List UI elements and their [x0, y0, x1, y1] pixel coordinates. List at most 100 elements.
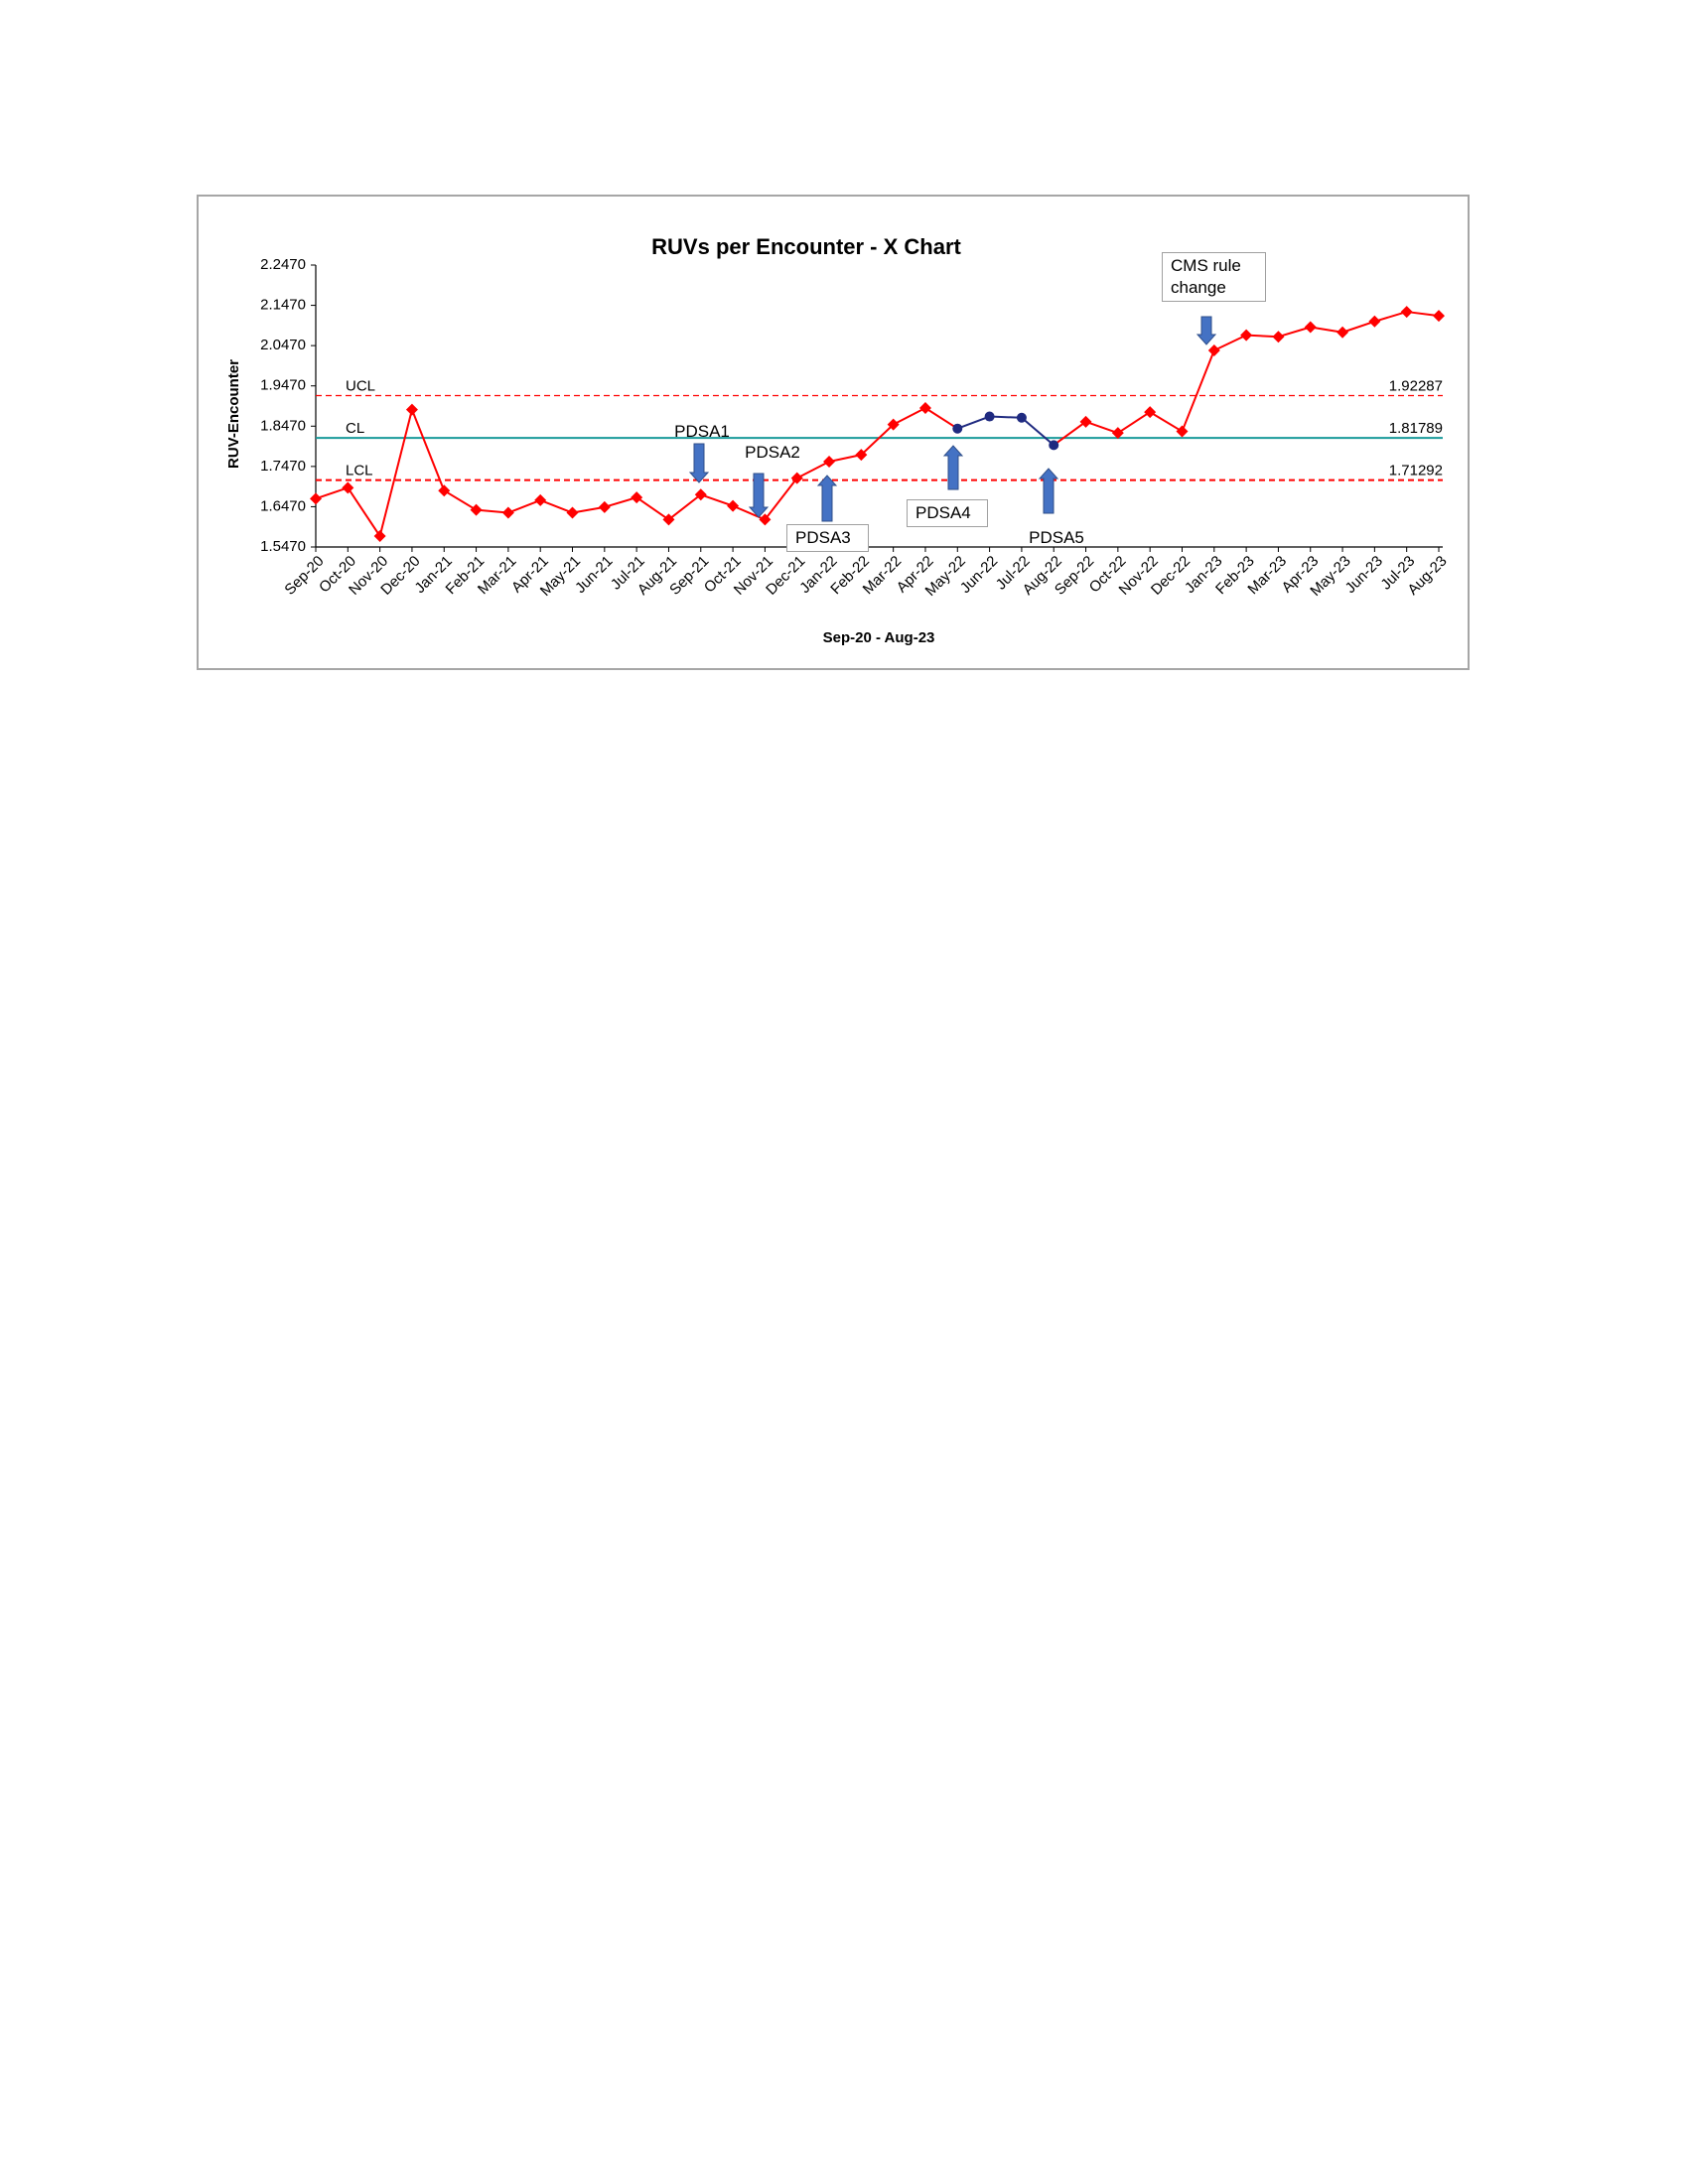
point [534, 493, 547, 506]
y-tick-label: 1.7470 [260, 458, 306, 475]
x-axis-title: Sep-20 - Aug-23 [823, 629, 935, 646]
point [662, 513, 675, 526]
point [1400, 306, 1413, 319]
line-segment [1117, 411, 1151, 435]
point [438, 484, 451, 497]
line-segment [1213, 334, 1247, 351]
point [566, 506, 579, 519]
control-line-name: LCL [346, 463, 373, 479]
arrow [942, 445, 964, 490]
line-segment [796, 461, 830, 479]
point [823, 455, 836, 468]
arrow [688, 443, 710, 483]
point [887, 418, 900, 431]
line-segment [539, 499, 573, 514]
point [855, 449, 868, 462]
point [631, 491, 643, 504]
arrow [816, 475, 838, 522]
point [1176, 425, 1189, 438]
line-segment [572, 505, 606, 514]
line-segment [1149, 411, 1184, 433]
chart-title: RUVs per Encounter - X Chart [651, 234, 961, 259]
line-segment [860, 423, 895, 456]
point [952, 423, 963, 434]
line-segment [1278, 326, 1312, 339]
line-segment [1053, 421, 1087, 447]
point [1433, 310, 1445, 323]
y-axis-title: RUV-Encounter [225, 359, 242, 469]
line-segment [1181, 349, 1215, 432]
line-segment [411, 409, 446, 491]
control-line-name: CL [346, 420, 364, 437]
annotation: PDSA4 [907, 499, 988, 527]
line-segment [443, 489, 478, 511]
annotation: PDSA5 [1029, 528, 1084, 547]
arrow [1038, 468, 1059, 514]
control-line-value: 1.71292 [1389, 463, 1443, 479]
point [342, 481, 354, 494]
line-segment [1406, 311, 1440, 318]
point [598, 500, 611, 513]
point [310, 492, 322, 505]
line-segment [989, 415, 1022, 419]
point [759, 513, 772, 526]
point [1272, 331, 1285, 343]
line-segment [1085, 420, 1119, 435]
annotation: PDSA2 [745, 443, 800, 462]
point [1207, 344, 1220, 357]
point [1049, 440, 1059, 451]
point [1304, 321, 1317, 334]
control-line-value: 1.81789 [1389, 420, 1443, 437]
point [727, 499, 740, 512]
point [1016, 412, 1027, 423]
line-segment [347, 486, 381, 537]
line-segment [1021, 417, 1055, 447]
point [373, 530, 386, 543]
line-segment [1341, 320, 1375, 334]
point [405, 403, 418, 416]
line-segment [667, 493, 702, 521]
arrow [748, 473, 770, 518]
y-tick-label: 2.2470 [260, 256, 306, 273]
point [1111, 427, 1124, 440]
line-segment [828, 454, 862, 463]
point [501, 506, 514, 519]
line-segment [764, 478, 798, 521]
line-segment [378, 409, 413, 537]
line-segment [893, 407, 926, 426]
line-segment [956, 415, 990, 430]
y-tick-label: 1.9470 [260, 377, 306, 394]
y-tick-label: 2.0470 [260, 337, 306, 353]
point [1144, 406, 1157, 419]
line-segment [732, 504, 766, 521]
line-segment [635, 496, 670, 521]
line-segment [924, 407, 958, 430]
line-segment [1310, 326, 1343, 334]
annotation: PDSA1 [674, 422, 730, 441]
point [1079, 415, 1092, 428]
annotation: CMS rule change [1162, 252, 1266, 302]
point [1368, 315, 1381, 328]
line-segment [507, 499, 541, 514]
y-tick-label: 1.8470 [260, 417, 306, 434]
y-tick-label: 1.5470 [260, 538, 306, 555]
point [918, 402, 931, 415]
point [1336, 326, 1349, 339]
point [470, 503, 483, 516]
line-segment [315, 486, 349, 500]
point [790, 472, 803, 484]
line-segment [604, 496, 637, 508]
point [694, 488, 707, 501]
point [1240, 329, 1253, 341]
annotation: PDSA3 [786, 524, 869, 552]
line-segment [1374, 311, 1407, 323]
y-tick-label: 1.6470 [260, 497, 306, 514]
arrow [1196, 316, 1217, 345]
line-segment [700, 493, 734, 507]
control-line-name: UCL [346, 377, 375, 394]
control-line-value: 1.92287 [1389, 377, 1443, 394]
point [984, 411, 995, 422]
y-tick-label: 2.1470 [260, 297, 306, 314]
